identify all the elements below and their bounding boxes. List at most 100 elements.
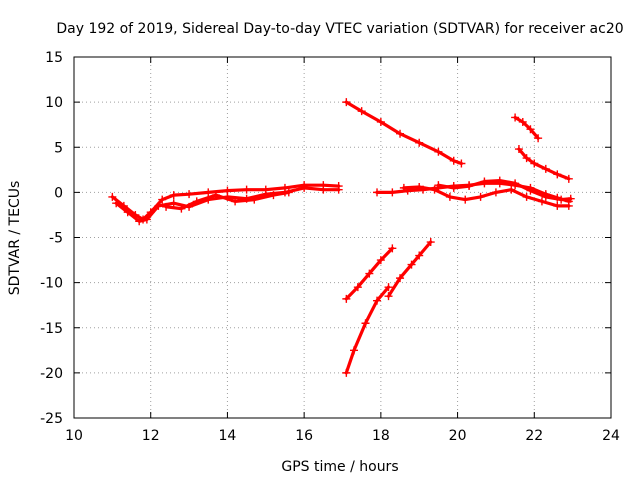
- data-point: [242, 185, 251, 194]
- y-tick-label: -25: [40, 411, 63, 427]
- data-point: [169, 191, 178, 200]
- data-point: [399, 183, 408, 192]
- data-point: [491, 188, 500, 197]
- data-point: [177, 204, 186, 213]
- data-point: [185, 190, 194, 199]
- series-line: [344, 100, 463, 166]
- x-tick-label: 24: [602, 428, 620, 444]
- data-series-7: [384, 238, 435, 301]
- data-point: [522, 192, 531, 201]
- data-point: [415, 138, 424, 147]
- data-point: [204, 188, 213, 197]
- data-point: [465, 182, 474, 191]
- data-point: [373, 188, 382, 197]
- x-tick-label: 18: [372, 428, 390, 444]
- data-point: [526, 186, 535, 195]
- data-point: [334, 185, 343, 194]
- data-point: [231, 197, 240, 206]
- data-point: [434, 147, 443, 156]
- data-point: [564, 174, 573, 183]
- data-point: [211, 191, 220, 200]
- data-point: [518, 117, 527, 126]
- data-point: [566, 194, 575, 203]
- data-series-3: [162, 188, 293, 213]
- data-point: [434, 181, 443, 190]
- data-series: [108, 98, 575, 377]
- x-tick-label: 10: [65, 428, 83, 444]
- data-point: [461, 195, 470, 204]
- data-point: [342, 294, 351, 303]
- x-tick-label: 22: [525, 428, 543, 444]
- data-point: [557, 195, 566, 204]
- x-tick-label: 16: [295, 428, 313, 444]
- series-line: [513, 115, 540, 140]
- data-point: [342, 368, 351, 377]
- series-line: [517, 147, 571, 181]
- data-point: [430, 185, 439, 194]
- y-tick-label: 5: [54, 140, 63, 156]
- data-point: [361, 319, 370, 328]
- data-point: [530, 159, 539, 168]
- data-point: [384, 292, 393, 301]
- data-point: [476, 192, 485, 201]
- y-tick-label: 15: [45, 50, 63, 66]
- data-point: [522, 154, 531, 163]
- y-tick-label: 0: [54, 185, 63, 201]
- data-point: [353, 283, 362, 292]
- y-tick-label: -20: [40, 366, 63, 382]
- data-series-11: [511, 113, 543, 143]
- series-line: [386, 240, 433, 298]
- chart-title: Day 192 of 2019, Sidereal Day-to-day VTE…: [56, 21, 623, 37]
- data-series-6: [342, 283, 393, 377]
- data-point: [445, 192, 454, 201]
- data-point: [507, 185, 516, 194]
- data-point: [269, 191, 278, 200]
- data-point: [415, 251, 424, 260]
- x-axis-label: GPS time / hours: [281, 459, 398, 475]
- data-point: [373, 296, 382, 305]
- data-point: [514, 145, 523, 154]
- data-series-9: [399, 182, 573, 210]
- data-series-5: [342, 244, 397, 303]
- data-point: [480, 177, 489, 186]
- series-line: [344, 285, 391, 375]
- y-tick-label: -15: [40, 321, 63, 337]
- data-point: [534, 134, 543, 143]
- data-point: [553, 201, 562, 210]
- data-point: [376, 256, 385, 265]
- data-point: [376, 117, 385, 126]
- data-point: [449, 183, 458, 192]
- data-series-10: [434, 176, 575, 204]
- data-point: [342, 98, 351, 107]
- data-point: [564, 201, 573, 210]
- data-point: [319, 185, 328, 194]
- data-point: [449, 156, 458, 165]
- y-tick-label: -10: [40, 276, 63, 292]
- data-point: [123, 208, 132, 217]
- data-point: [142, 215, 151, 224]
- data-series-12: [514, 145, 573, 183]
- axes: 10 12 14 16 18 20 22 24 -25 -20 -15 -10 -5 0 5 10 15: [40, 50, 620, 444]
- data-point: [135, 217, 144, 226]
- data-point: [511, 113, 520, 122]
- data-point: [250, 195, 259, 204]
- data-point: [284, 188, 293, 197]
- y-axis-label: SDTVAR / TECUs: [7, 181, 23, 296]
- x-tick-label: 14: [219, 428, 237, 444]
- data-point: [154, 201, 163, 210]
- data-point: [158, 195, 167, 204]
- data-point: [553, 170, 562, 179]
- data-point: [357, 107, 366, 116]
- data-point: [407, 260, 416, 269]
- data-point: [388, 188, 397, 197]
- data-point: [396, 274, 405, 283]
- data-point: [495, 176, 504, 185]
- x-tick-label: 20: [449, 428, 467, 444]
- series-line: [436, 179, 573, 202]
- series-line: [164, 190, 291, 211]
- y-tick-label: 10: [45, 95, 63, 111]
- data-point: [384, 283, 393, 292]
- data-point: [511, 179, 520, 188]
- x-tick-label: 12: [142, 428, 160, 444]
- data-point: [388, 244, 397, 253]
